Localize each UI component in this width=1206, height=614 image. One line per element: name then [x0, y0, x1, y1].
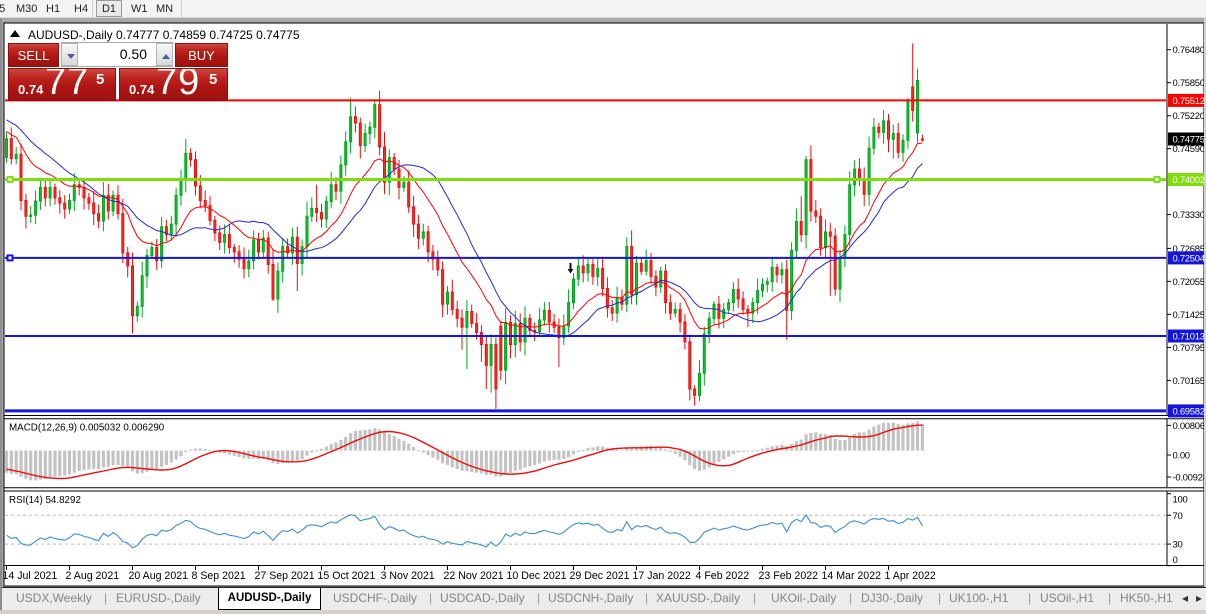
svg-text:0: 0: [1173, 555, 1178, 566]
svg-text:0.74775: 0.74775: [1173, 135, 1205, 146]
svg-text:2 Aug 2021: 2 Aug 2021: [66, 570, 120, 582]
svg-text:0.75220: 0.75220: [1173, 111, 1205, 122]
svg-text:0.70165: 0.70165: [1173, 376, 1205, 387]
svg-text:29 Dec 2021: 29 Dec 2021: [570, 570, 630, 582]
svg-text:0.72504: 0.72504: [1173, 253, 1205, 264]
svg-text:30: 30: [1173, 540, 1183, 551]
svg-text:20 Aug 2021: 20 Aug 2021: [129, 570, 189, 582]
svg-text:0.71013: 0.71013: [1173, 332, 1205, 343]
svg-text:22 Nov 2021: 22 Nov 2021: [444, 570, 504, 582]
svg-text:0.75512: 0.75512: [1173, 96, 1205, 107]
svg-text:23 Feb 2022: 23 Feb 2022: [759, 570, 819, 582]
svg-text:0.74002: 0.74002: [1173, 175, 1205, 186]
svg-text:4 Feb 2022: 4 Feb 2022: [696, 570, 750, 582]
svg-text:0.71425: 0.71425: [1173, 310, 1205, 321]
svg-text:0.75850: 0.75850: [1173, 78, 1205, 89]
svg-text:70: 70: [1173, 511, 1183, 522]
svg-text:27 Sep 2021: 27 Sep 2021: [255, 570, 315, 582]
svg-text:1 Apr 2022: 1 Apr 2022: [885, 570, 936, 582]
svg-text:0.72055: 0.72055: [1173, 277, 1205, 288]
svg-text:RSI(14) 54.8292: RSI(14) 54.8292: [9, 495, 81, 506]
svg-text:0.00806: 0.00806: [1173, 421, 1205, 432]
svg-text:MACD(12,26,9) 0.005032 0.00629: MACD(12,26,9) 0.005032 0.006290: [9, 423, 165, 434]
svg-text:10 Dec 2021: 10 Dec 2021: [507, 570, 567, 582]
svg-text:0.74590: 0.74590: [1173, 144, 1205, 155]
svg-text:0.69582: 0.69582: [1173, 406, 1205, 417]
svg-text:0.72685: 0.72685: [1173, 244, 1205, 255]
svg-text:14 Jul 2021: 14 Jul 2021: [3, 570, 58, 582]
svg-text:0.73330: 0.73330: [1173, 210, 1205, 221]
svg-text:14 Mar 2022: 14 Mar 2022: [822, 570, 882, 582]
svg-text:15 Oct 2021: 15 Oct 2021: [318, 570, 376, 582]
svg-text:0.00: 0.00: [1173, 451, 1190, 462]
svg-text:17 Jan 2022: 17 Jan 2022: [633, 570, 691, 582]
svg-text:0.76480: 0.76480: [1173, 45, 1205, 56]
svg-text:100: 100: [1173, 495, 1188, 506]
svg-text:-0.00928: -0.00928: [1173, 473, 1206, 484]
svg-text:8 Sep 2021: 8 Sep 2021: [192, 570, 246, 582]
svg-text:AUDUSD-,Daily 0.74777 0.74859: AUDUSD-,Daily 0.74777 0.74859 0.74725 0.…: [28, 28, 300, 42]
svg-text:3 Nov 2021: 3 Nov 2021: [381, 570, 435, 582]
svg-text:0.70795: 0.70795: [1173, 343, 1205, 354]
